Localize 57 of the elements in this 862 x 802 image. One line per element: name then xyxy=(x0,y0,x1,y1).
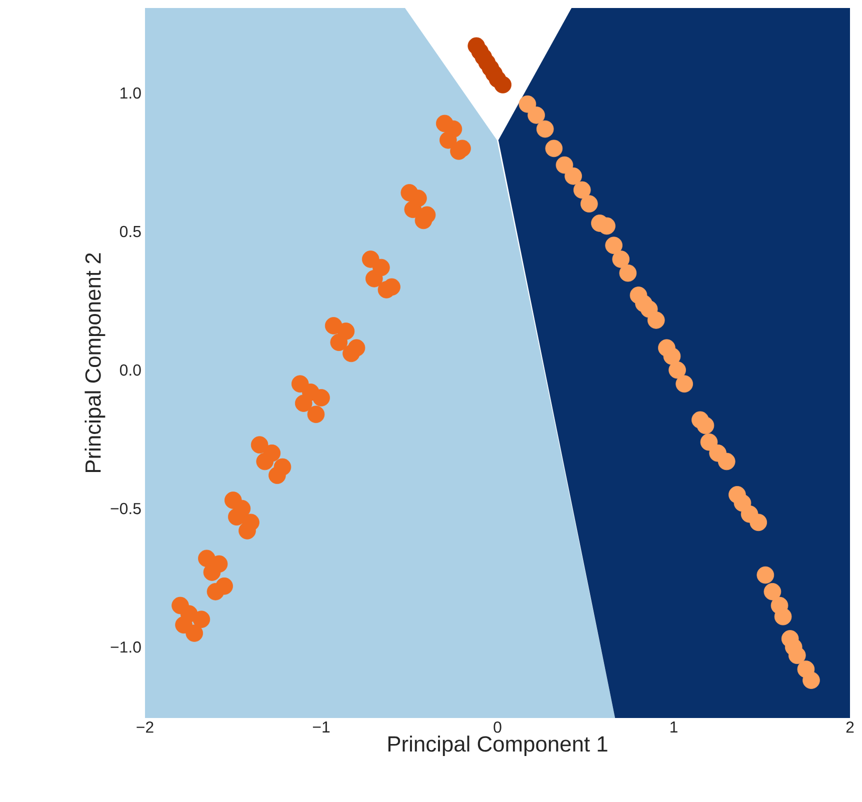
point xyxy=(612,250,630,268)
x-tick-label: −2 xyxy=(136,722,154,733)
point xyxy=(324,317,342,334)
point xyxy=(598,217,616,235)
point xyxy=(291,375,309,393)
point xyxy=(518,95,536,113)
y-tick-label: −0.5 xyxy=(110,502,141,514)
y-axis-title: Principal Component 2 xyxy=(84,253,106,472)
point xyxy=(663,348,681,365)
point xyxy=(528,106,545,124)
point xyxy=(536,120,554,138)
x-tick-label: −1 xyxy=(312,722,330,732)
point xyxy=(307,406,325,424)
point xyxy=(545,140,563,158)
point xyxy=(224,492,242,509)
point xyxy=(756,566,774,584)
point xyxy=(605,236,623,254)
point xyxy=(774,608,792,626)
point xyxy=(647,312,665,329)
point xyxy=(668,361,686,379)
x-axis-title: Principal Component 1 xyxy=(388,736,608,756)
point xyxy=(564,167,582,185)
y-tick-label: −1.0 xyxy=(110,641,141,653)
y-tick-label: 1.0 xyxy=(120,87,141,99)
point xyxy=(494,76,512,94)
point xyxy=(250,436,268,454)
point xyxy=(700,433,718,451)
y-tick-label: 0.5 xyxy=(120,226,141,238)
point xyxy=(312,389,330,406)
x-tick-label: 0 xyxy=(494,722,502,733)
point xyxy=(802,672,820,689)
point xyxy=(274,458,292,476)
point xyxy=(676,375,694,393)
point xyxy=(573,181,591,199)
x-tick-label: 2 xyxy=(846,722,854,733)
point xyxy=(198,550,216,568)
point xyxy=(172,596,189,614)
point xyxy=(436,114,454,132)
point xyxy=(192,610,210,628)
point xyxy=(206,582,224,600)
point xyxy=(619,264,637,282)
point xyxy=(580,195,598,213)
point xyxy=(718,452,736,470)
point xyxy=(263,444,281,462)
x-tick-label: 1 xyxy=(670,722,678,732)
point xyxy=(186,624,204,642)
point xyxy=(400,184,418,202)
point xyxy=(750,514,768,532)
point xyxy=(348,339,366,357)
point xyxy=(383,278,400,296)
point xyxy=(556,156,574,174)
y-tick-label: 0.0 xyxy=(120,364,141,376)
point xyxy=(696,416,714,434)
point xyxy=(788,646,806,664)
point xyxy=(242,514,260,532)
point xyxy=(764,582,782,600)
point xyxy=(362,250,380,268)
